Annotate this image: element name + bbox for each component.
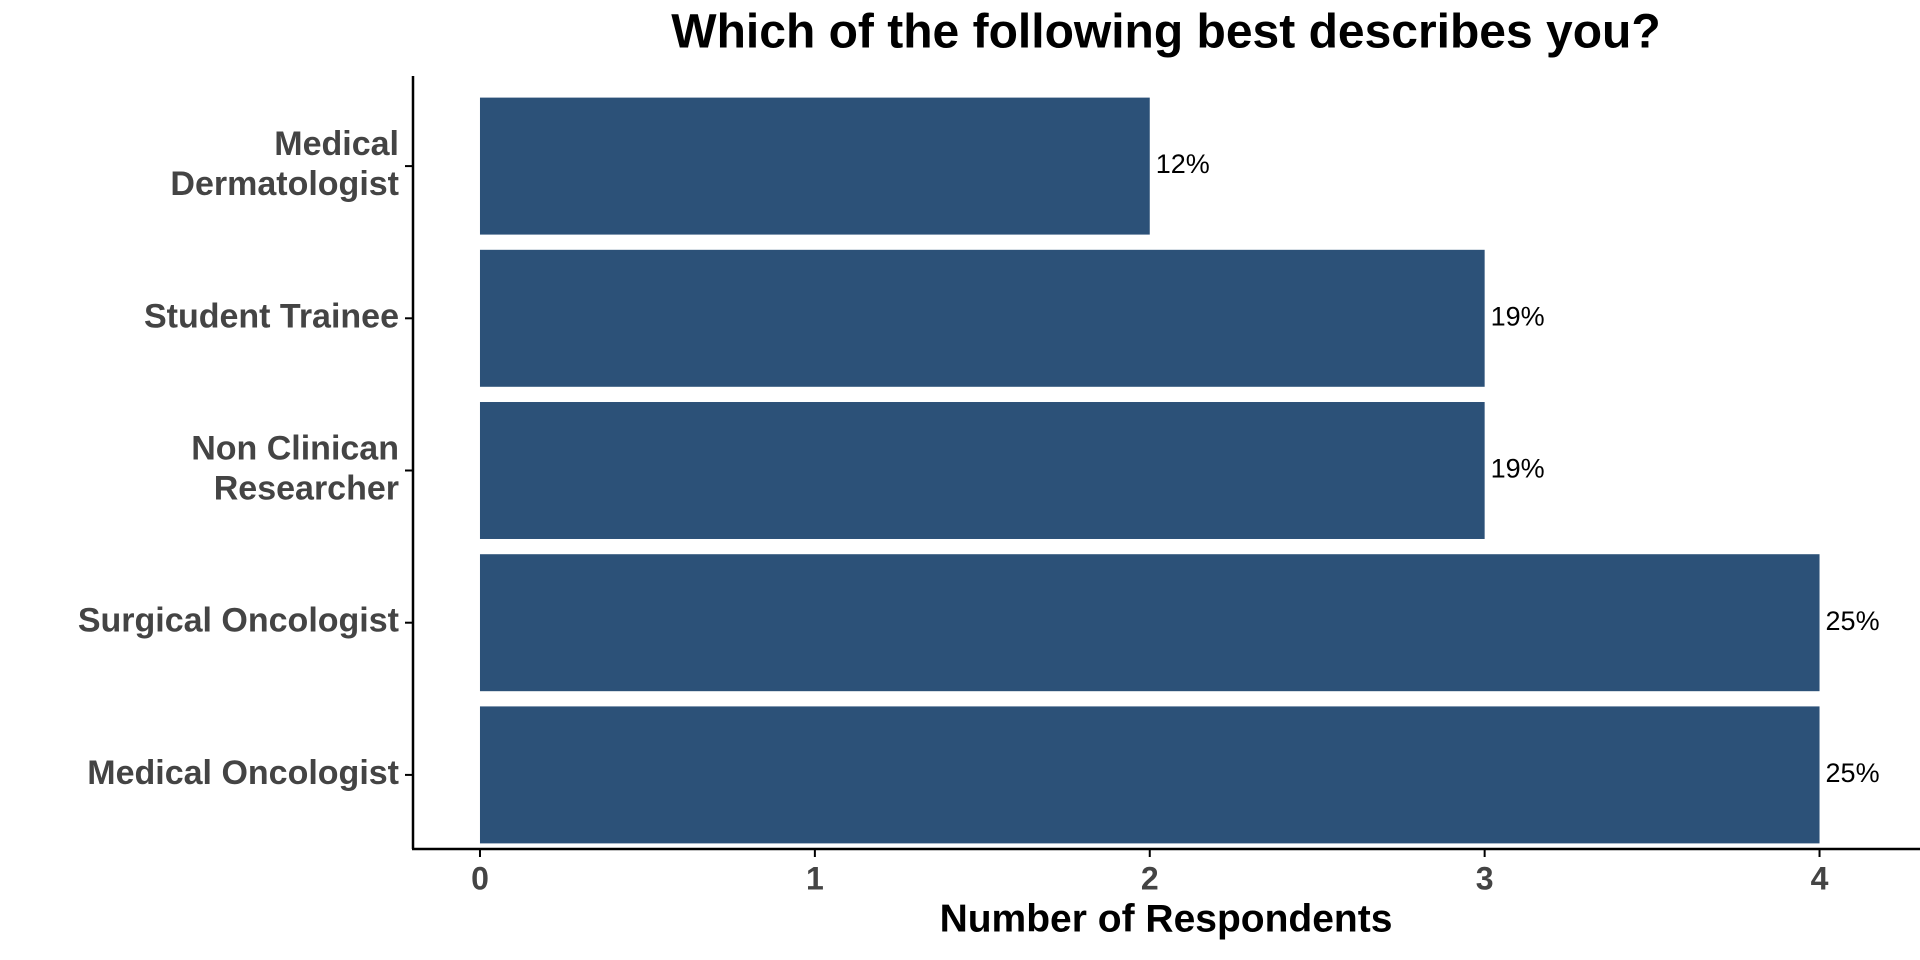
x-tick-label: 2 [1141, 860, 1159, 896]
bar-label: 19% [1491, 454, 1545, 484]
bar [479, 554, 1820, 692]
bar-label: 19% [1491, 301, 1545, 331]
y-tick-label: Student Trainee [144, 297, 399, 335]
y-tick-label: Non Clinican Researcher [191, 429, 399, 507]
bar-label: 12% [1156, 149, 1210, 179]
bar [479, 706, 1820, 844]
bar [479, 97, 1150, 235]
bar [479, 402, 1485, 539]
x-tick-label: 4 [1811, 860, 1829, 896]
y-tick-label: Medical Oncologist [87, 754, 399, 792]
x-tick-label: 0 [471, 860, 489, 896]
bar-label: 25% [1826, 758, 1880, 788]
bar-label: 25% [1826, 606, 1880, 636]
y-tick-label: Medical Dermatologist [170, 125, 399, 203]
x-tick-label: 3 [1476, 860, 1494, 896]
bar [479, 249, 1485, 387]
x-axis-title: Number of Respondents [940, 897, 1393, 940]
chart-title: Which of the following best describes yo… [671, 6, 1660, 59]
y-tick-label: Surgical Oncologist [78, 602, 399, 640]
x-tick-label: 1 [806, 860, 824, 896]
